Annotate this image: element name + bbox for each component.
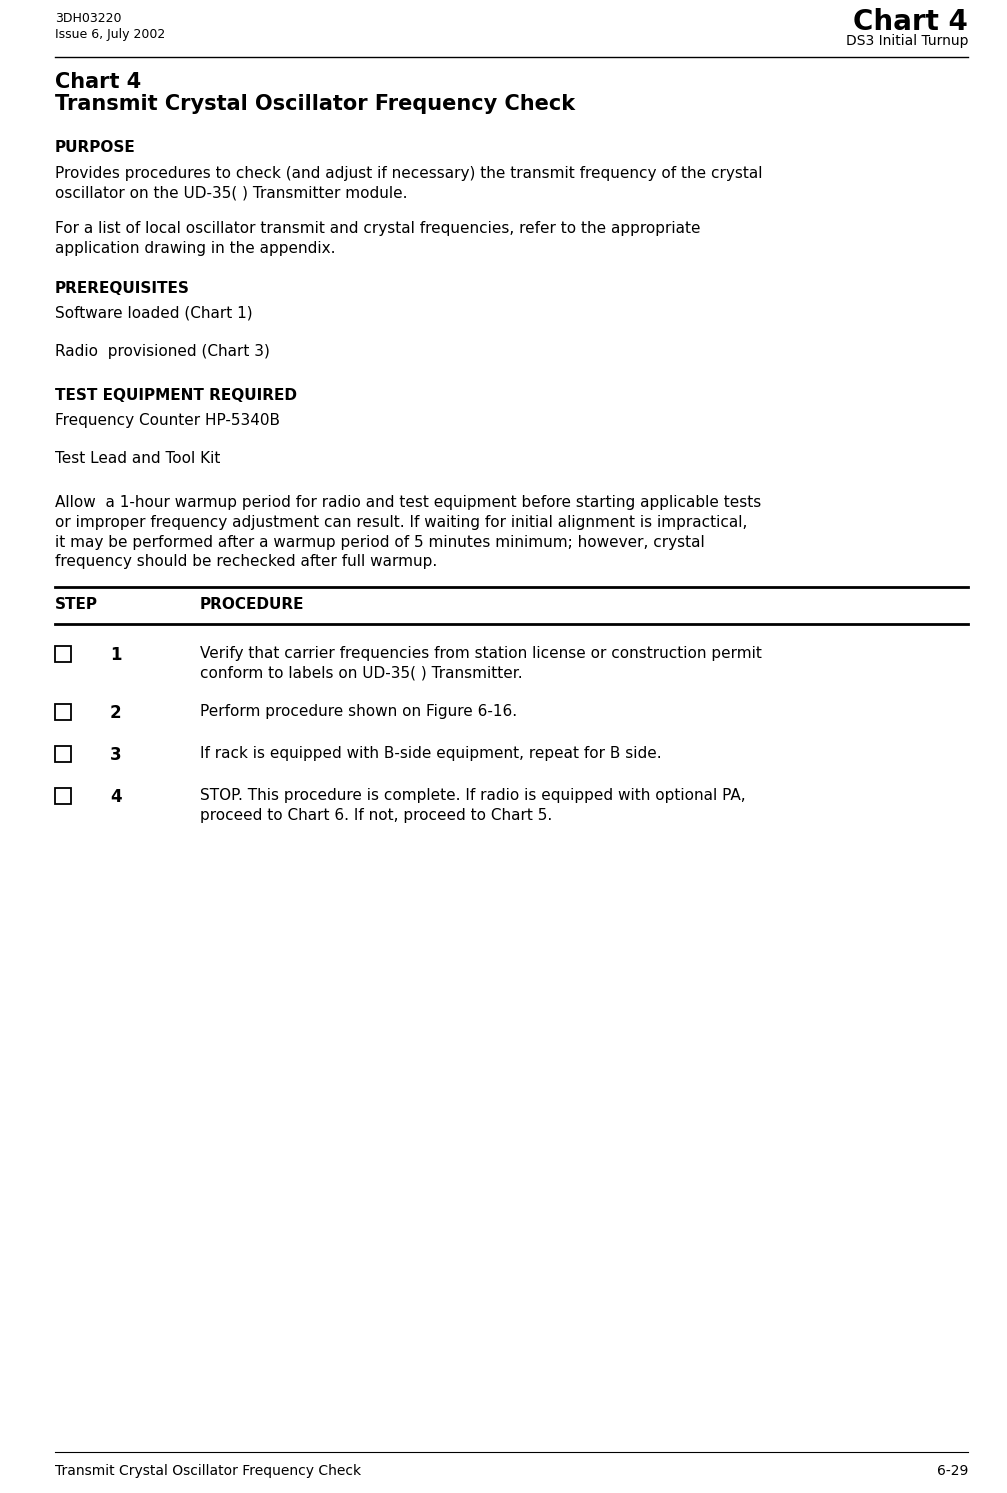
Text: For a list of local oscillator transmit and crystal frequencies, refer to the ap: For a list of local oscillator transmit … [55, 221, 701, 255]
Text: TEST EQUIPMENT REQUIRED: TEST EQUIPMENT REQUIRED [55, 388, 297, 403]
Text: STOP. This procedure is complete. If radio is equipped with optional PA,
proceed: STOP. This procedure is complete. If rad… [200, 788, 745, 823]
Text: Test Lead and Tool Kit: Test Lead and Tool Kit [55, 451, 221, 466]
Text: 2: 2 [110, 705, 122, 723]
Text: Chart 4: Chart 4 [55, 72, 141, 93]
Text: If rack is equipped with B-side equipment, repeat for B side.: If rack is equipped with B-side equipmen… [200, 746, 662, 761]
Text: 3DH03220: 3DH03220 [55, 12, 122, 25]
Text: Provides procedures to check (and adjust if necessary) the transmit frequency of: Provides procedures to check (and adjust… [55, 166, 762, 200]
Bar [55, 746, 71, 761]
Text: PURPOSE: PURPOSE [55, 140, 136, 155]
Text: 3: 3 [110, 746, 122, 764]
Text: 1: 1 [110, 646, 122, 664]
Text: PROCEDURE: PROCEDURE [200, 597, 304, 612]
Text: DS3 Initial Turnup: DS3 Initial Turnup [846, 34, 968, 48]
Text: Software loaded (Chart 1): Software loaded (Chart 1) [55, 306, 253, 321]
Bar [55, 646, 71, 661]
Text: Verify that carrier frequencies from station license or construction permit
conf: Verify that carrier frequencies from sta… [200, 646, 762, 681]
Text: Chart 4: Chart 4 [853, 7, 968, 36]
Text: Perform procedure shown on Figure 6-16.: Perform procedure shown on Figure 6-16. [200, 705, 518, 720]
Bar [55, 705, 71, 720]
Bar [55, 788, 71, 805]
Text: Frequency Counter HP-5340B: Frequency Counter HP-5340B [55, 414, 280, 428]
Text: Allow  a 1-hour warmup period for radio and test equipment before starting appli: Allow a 1-hour warmup period for radio a… [55, 496, 761, 569]
Text: 4: 4 [110, 788, 122, 806]
Text: STEP: STEP [55, 597, 98, 612]
Text: Transmit Crystal Oscillator Frequency Check: Transmit Crystal Oscillator Frequency Ch… [55, 1465, 362, 1478]
Text: Radio  provisioned (Chart 3): Radio provisioned (Chart 3) [55, 343, 270, 358]
Text: Issue 6, July 2002: Issue 6, July 2002 [55, 28, 165, 40]
Text: PREREQUISITES: PREREQUISITES [55, 281, 190, 296]
Text: 6-29: 6-29 [937, 1465, 968, 1478]
Text: Transmit Crystal Oscillator Frequency Check: Transmit Crystal Oscillator Frequency Ch… [55, 94, 575, 113]
